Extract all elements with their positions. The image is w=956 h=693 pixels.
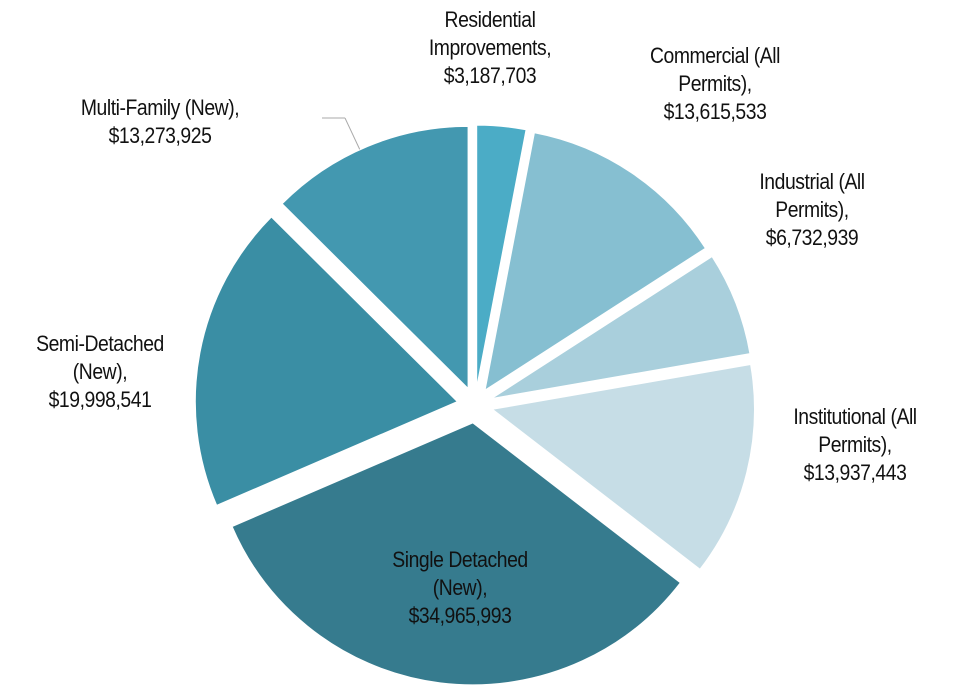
slice-label: Commercial (All Permits), $13,615,533	[627, 42, 803, 126]
pie-slice	[194, 216, 459, 506]
pie-slice	[281, 125, 469, 390]
slice-label: Residential Improvements, $3,187,703	[402, 6, 578, 90]
label-part: Commercial (All Permits)	[649, 43, 781, 96]
label-part: $13,937,443	[803, 460, 907, 485]
pie-slice	[484, 132, 707, 392]
slice-label: Semi-Detached (New), $19,998,541	[12, 330, 188, 414]
label-part: $13,615,533	[663, 99, 767, 124]
label-part: ,	[886, 432, 892, 457]
label-part: ,	[746, 71, 752, 96]
label-part: $19,998,541	[48, 387, 152, 412]
label-part: ,	[234, 95, 240, 120]
pie-slice	[476, 124, 527, 388]
label-part: ,	[546, 35, 552, 60]
label-part: $13,273,925	[108, 123, 212, 148]
slice-label: Industrial (All Permits), $6,732,939	[733, 168, 891, 252]
leader-line	[344, 117, 361, 151]
label-part: Residential Improvements	[428, 7, 547, 60]
pie-slice	[491, 255, 751, 399]
pie-slice	[491, 363, 755, 570]
slice-label: Multi-Family (New), $13,273,925	[72, 94, 248, 150]
label-part: $34,965,993	[408, 603, 512, 628]
slice-label: Institutional (All Permits), $13,937,443	[758, 403, 952, 487]
label-part: Industrial (All Permits)	[759, 169, 865, 222]
slice-label: Single Detached (New), $34,965,993	[372, 546, 548, 630]
label-part: Semi-Detached (New)	[36, 331, 164, 384]
label-part: $6,732,939	[765, 225, 859, 250]
label-part: ,	[122, 359, 128, 384]
label-part: ,	[482, 575, 488, 600]
label-part: Single Detached (New)	[392, 547, 528, 600]
label-part: ,	[843, 197, 849, 222]
pie-slice	[231, 422, 681, 686]
label-part: Multi-Family (New)	[80, 95, 235, 120]
label-part: Institutional (All Permits)	[793, 404, 917, 457]
label-part: $3,187,703	[443, 63, 537, 88]
